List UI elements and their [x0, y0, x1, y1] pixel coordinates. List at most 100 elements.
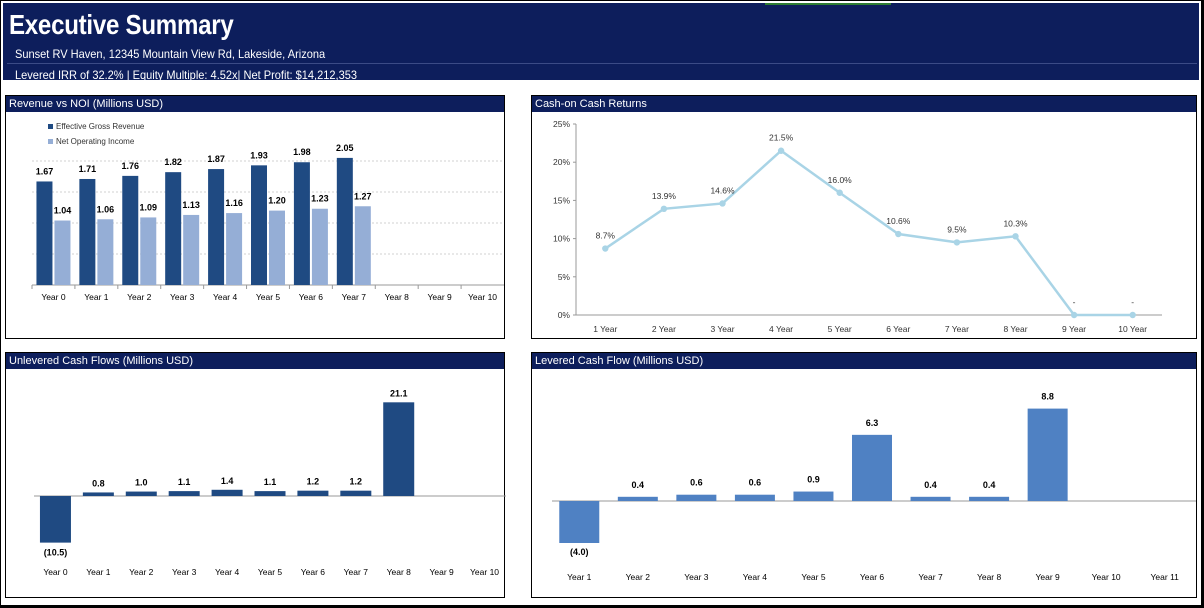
revenue-bar-label: 1.67 [36, 166, 54, 176]
coc-point-label: 13.9% [652, 191, 677, 201]
unlevered-cf-bar-label: 1.1 [178, 477, 191, 487]
key-metrics: Levered IRR of 32.2% | Equity Multiple: … [15, 68, 358, 82]
x-tick-label: Year 3 [170, 292, 195, 302]
legend-swatch-noi [48, 139, 53, 144]
unlevered-cf-bar [39, 496, 71, 543]
noi-bar-label: 1.13 [182, 200, 200, 210]
levered-cf-bar-label: 6.3 [866, 418, 879, 428]
revenue-bar-label: 1.93 [250, 150, 268, 160]
x-tick-label: Year 4 [743, 572, 768, 582]
legend-label-revenue: Effective Gross Revenue [56, 122, 145, 131]
revenue-bar [251, 165, 267, 285]
levered-cf-bar [617, 496, 658, 501]
unlevered-cf-bar [82, 492, 114, 496]
coc-point [836, 189, 843, 196]
revenue-noi-title: Revenue vs NOI (Millions USD) [6, 96, 504, 112]
unlevered-cf-bar [340, 490, 372, 496]
levered-cf-bar [793, 491, 834, 501]
noi-bar [183, 214, 200, 285]
x-tick-label: Year 3 [684, 572, 709, 582]
coc-point [953, 239, 961, 246]
unlevered-cf-bar-label: 1.0 [135, 478, 148, 488]
x-tick-label: Year 8 [385, 292, 410, 302]
unlevered-cf-bar-label: 0.8 [92, 478, 105, 488]
y-tick-label: 10% [553, 234, 570, 244]
x-tick-label: Year 8 [387, 567, 412, 577]
legend-label-noi: Net Operating Income [56, 137, 135, 146]
levered-cf-bar [1027, 408, 1068, 501]
noi-bar [54, 220, 71, 285]
coc-point [895, 230, 902, 238]
unlevered-cf-title: Unlevered Cash Flows (Millions USD) [6, 353, 504, 369]
unlevered-cf-bar [297, 490, 329, 496]
noi-bar-label: 1.16 [225, 198, 243, 208]
noi-bar-label: 1.09 [140, 202, 158, 212]
y-tick-label: 15% [553, 195, 570, 205]
noi-bar [140, 217, 157, 285]
y-tick-label: 20% [553, 157, 570, 167]
header-accent [765, 3, 891, 5]
coc-point [1129, 311, 1136, 319]
header-divider [7, 63, 1197, 64]
x-tick-label: Year 10 [468, 292, 497, 302]
revenue-bar-label: 1.87 [207, 154, 225, 164]
unlevered-cf-bar [383, 402, 415, 496]
x-tick-label: Year 7 [344, 567, 369, 577]
unlevered-cf-bar-label: 1.2 [350, 477, 363, 487]
noi-bar [269, 210, 285, 285]
revenue-bar-label: 1.98 [293, 147, 311, 157]
coc-series-line [604, 149, 1133, 317]
levered-cf-chart: (4.0) Year 1 0.4 Year 2 0.6 Year 3 0.6 Year 4 0.… [552, 392, 1196, 582]
coc-point-label: - [1131, 297, 1134, 307]
noi-bar-label: 1.20 [268, 196, 286, 206]
coc-returns-chart: 0% 5% 10% 15% 20% 25% 8.7% 1 Year 13.9% 2 Year 14.… [553, 119, 1162, 334]
coc-returns-panel: 0% 5% 10% 15% 20% 25% 8.7% 1 Year 13.9% 2 Year 14.… [531, 95, 1197, 339]
x-tick-label: 4 Year [769, 324, 793, 334]
noi-bar [311, 208, 328, 285]
x-tick-label: Year 2 [129, 567, 154, 577]
levered-cf-bar [910, 496, 951, 501]
revenue-bar-label: 2.05 [336, 143, 354, 153]
unlevered-cf-bar [125, 491, 157, 496]
y-tick-label: 5% [558, 272, 571, 282]
x-tick-label: 10 Year [1118, 324, 1147, 334]
coc-point [660, 205, 668, 213]
x-tick-label: 3 Year [710, 324, 734, 334]
noi-bar-label: 1.04 [54, 206, 72, 216]
noi-bar [97, 219, 114, 285]
x-tick-label: Year 0 [41, 292, 66, 302]
levered-cf-panel: (4.0) Year 1 0.4 Year 2 0.6 Year 3 0.6 Year 4 0.… [531, 352, 1197, 598]
coc-point [602, 245, 609, 252]
coc-point [777, 147, 785, 154]
revenue-bar-label: 1.76 [122, 161, 140, 171]
x-tick-label: Year 10 [470, 567, 499, 577]
coc-point-label: 10.3% [1003, 218, 1028, 228]
revenue-bar [79, 178, 96, 285]
x-tick-label: 6 Year [886, 324, 910, 334]
x-tick-label: Year 10 [1092, 572, 1121, 582]
unlevered-cf-bar-label: 1.4 [221, 476, 234, 486]
noi-bar-label: 1.06 [97, 204, 115, 214]
x-tick-label: Year 9 [1036, 572, 1061, 582]
unlevered-cf-bar-label: 1.2 [307, 477, 320, 487]
levered-cf-bar [852, 434, 892, 501]
unlevered-cf-chart: (10.5) Year 0 0.8 Year 1 1.0 Year 2 1.1 Year 3 1… [34, 388, 506, 577]
y-tick-label: 0% [558, 310, 571, 320]
revenue-bar [208, 169, 225, 285]
x-tick-label: 9 Year [1062, 324, 1086, 334]
x-tick-label: Year 3 [172, 567, 197, 577]
x-tick-label: 8 Year [1003, 324, 1027, 334]
unlevered-cf-panel: (10.5) Year 0 0.8 Year 1 1.0 Year 2 1.1 Year 3 1… [5, 352, 506, 598]
x-tick-label: 1 Year [593, 324, 617, 334]
x-tick-label: Year 6 [299, 292, 324, 302]
coc-point-label: - [1073, 297, 1076, 307]
levered-cf-bar [559, 501, 600, 543]
coc-point [719, 200, 726, 207]
levered-cf-bar [676, 494, 717, 501]
x-tick-label: Year 5 [256, 292, 281, 302]
x-tick-label: Year 7 [342, 292, 367, 302]
coc-point-label: 9.5% [947, 224, 967, 234]
coc-point [1070, 311, 1078, 319]
page-title: Executive Summary [9, 9, 234, 40]
